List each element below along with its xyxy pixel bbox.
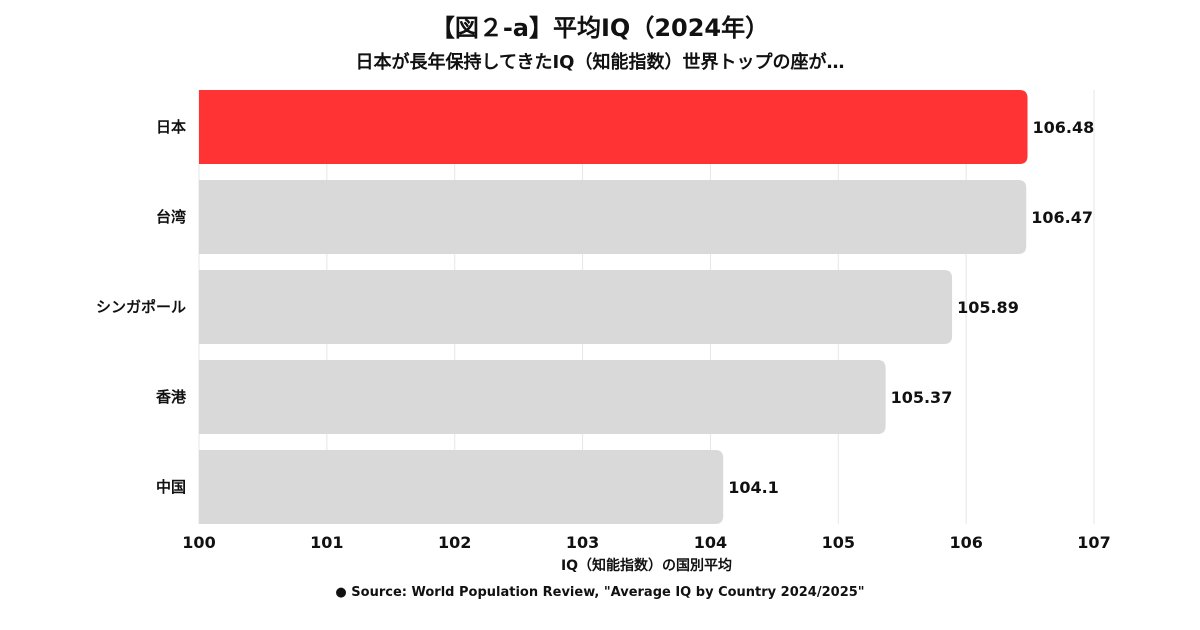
category-label: 日本 [156,118,186,136]
category-label: 香港 [156,388,187,406]
x-tick-label: 105 [822,533,855,552]
bars [199,90,1028,524]
value-label: 104.1 [728,478,779,497]
labels: 100 101 102 103 104 105 106 107 日本 106.48 台湾 106.47… [96,118,1111,552]
category-label: 中国 [156,478,186,496]
x-tick-label: 106 [949,533,982,552]
chart-subtitle: 日本が長年保持してきたIQ（知能指数）世界トップの座が… [355,52,845,73]
value-label: 105.37 [891,388,953,407]
category-label: 台湾 [156,208,186,226]
category-label: シンガポール [96,298,186,316]
x-tick-label: 107 [1077,533,1110,552]
x-tick-label: 104 [694,533,727,552]
x-tick-label: 101 [310,533,343,552]
bar [199,450,724,524]
bar [199,90,1028,164]
x-axis-title: IQ（知能指数）の国別平均 [561,557,732,574]
bar [199,270,953,344]
bar [199,360,886,434]
x-tick-label: 102 [438,533,471,552]
value-label: 105.89 [957,298,1019,317]
chart-title: 【図２-a】平均IQ（2024年） [430,14,770,42]
bar [199,180,1027,254]
source-note: ● Source: World Population Review, "Aver… [335,585,865,600]
x-tick-label: 100 [182,533,215,552]
value-label: 106.48 [1033,118,1095,137]
x-tick-label: 103 [566,533,599,552]
value-label: 106.47 [1031,208,1093,227]
